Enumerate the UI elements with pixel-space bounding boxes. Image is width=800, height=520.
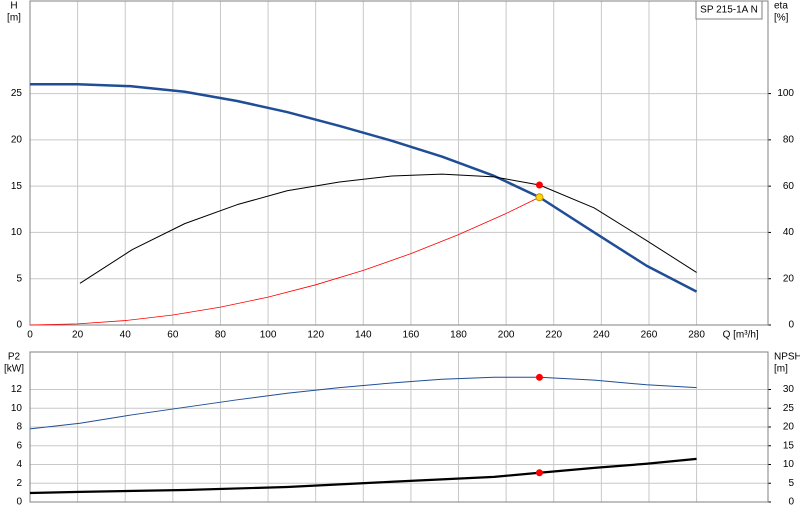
y-tick-label: 15 (11, 181, 23, 192)
y2-tick-label: 5 (788, 478, 794, 489)
x-tick-label: 60 (167, 330, 179, 341)
y2-tick-label: 0 (788, 320, 794, 331)
y2-axis-unit: [%] (774, 13, 789, 24)
x-tick-label: 280 (688, 330, 705, 341)
y-axis-label: P2 (8, 352, 21, 363)
x-tick-label: 160 (403, 330, 420, 341)
y-tick-label: 10 (11, 403, 23, 414)
curve (29, 376, 697, 430)
y-tick-label: 12 (11, 384, 23, 395)
x-tick-label: 260 (641, 330, 658, 341)
y2-axis-unit: [m] (774, 364, 788, 375)
x-tick-label: 240 (593, 330, 610, 341)
y-tick-label: 0 (16, 497, 22, 508)
duty-point (535, 193, 544, 202)
y2-tick-label: 15 (783, 440, 795, 451)
x-tick-label: 120 (307, 330, 324, 341)
x-tick-label: 100 (260, 330, 277, 341)
x-tick-label: 20 (72, 330, 84, 341)
y-tick-label: 10 (11, 227, 23, 238)
x-tick-label: 200 (498, 330, 515, 341)
y-tick-label: 25 (11, 88, 23, 99)
y-tick-label: 0 (16, 320, 22, 331)
y2-tick-label: 60 (783, 181, 795, 192)
x-tick-label: 80 (215, 330, 227, 341)
y-tick-label: 2 (16, 478, 22, 489)
chart-title: SP 215-1A N (700, 5, 758, 16)
y2-tick-label: 20 (783, 273, 795, 284)
y-tick-label: 20 (11, 134, 23, 145)
duty-point (535, 373, 543, 381)
plot-area (30, 1, 768, 325)
title-box (695, 0, 763, 20)
x-tick-label: 40 (120, 330, 132, 341)
x-tick-label: 180 (450, 330, 467, 341)
y2-tick-label: 30 (783, 384, 795, 395)
x-tick-label: 220 (545, 330, 562, 341)
curve (30, 83, 698, 293)
y2-tick-label: 20 (783, 422, 795, 433)
x-tick-label: 0 (27, 330, 33, 341)
y2-tick-label: 10 (783, 459, 795, 470)
y-axis-label: H (10, 1, 17, 12)
y-tick-label: 8 (16, 422, 22, 433)
plot-frame (29, 0, 769, 326)
curve (29, 457, 697, 495)
y-tick-label: 6 (16, 440, 22, 451)
curve (79, 173, 697, 284)
x-tick-label: 140 (355, 330, 372, 341)
curve (29, 196, 540, 326)
y2-tick-label: 25 (783, 403, 795, 414)
y2-tick-label: 100 (777, 88, 794, 99)
y2-axis-label: eta (774, 1, 788, 12)
x-axis-label: Q [m³/h] (723, 330, 759, 341)
plot-frame (29, 351, 769, 503)
y2-tick-label: 40 (783, 227, 795, 238)
y2-tick-label: 0 (788, 497, 794, 508)
duty-point (535, 469, 543, 477)
duty-point (535, 181, 543, 189)
y-tick-label: 4 (16, 459, 22, 470)
y2-tick-label: 80 (783, 134, 795, 145)
y-axis-unit: [kW] (4, 364, 24, 375)
y2-axis-label: NPSH (774, 352, 800, 363)
y-tick-label: 5 (16, 273, 22, 284)
y-axis-unit: [m] (7, 13, 21, 24)
